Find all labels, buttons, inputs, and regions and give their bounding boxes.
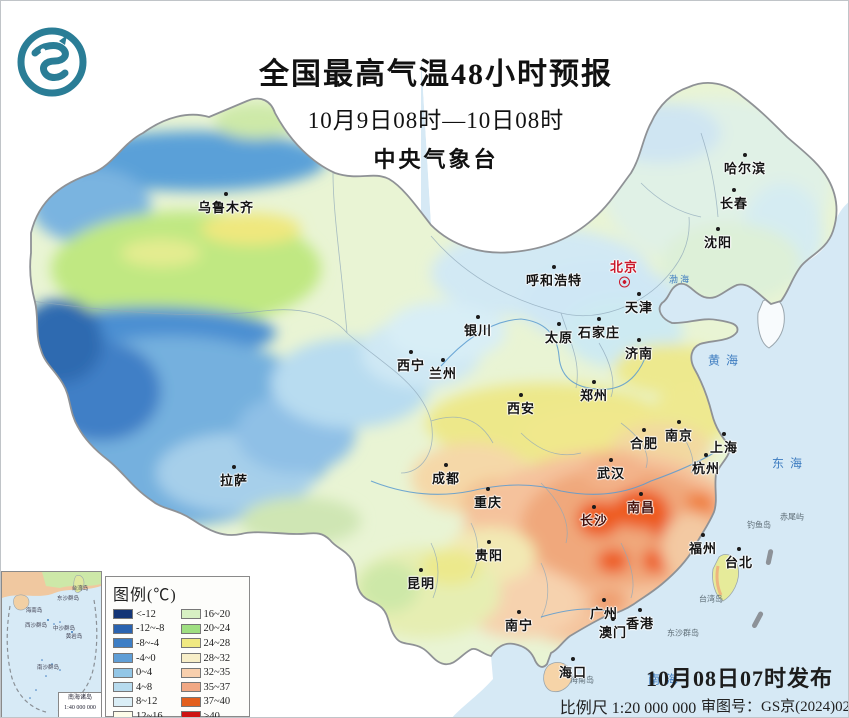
island-label: 钓鱼岛	[747, 520, 771, 530]
island-label: 东沙群岛	[667, 628, 699, 638]
legend-swatch	[180, 623, 201, 634]
south-china-sea-inset-map: 台湾岛 东沙群岛 海南岛 西沙群岛 中沙群岛 黄岩岛 南沙群岛 南海诸岛 1:4…	[1, 571, 102, 717]
island-label: 赤尾屿	[780, 512, 804, 522]
ryukyu-islet	[765, 549, 774, 565]
legend-swatch	[180, 682, 201, 693]
legend-range-label: 32~35	[203, 667, 231, 679]
rivers	[370, 318, 718, 618]
legend-range-label: >40	[203, 710, 220, 718]
legend-row: -4~0	[113, 651, 177, 666]
map-header: 全国最高气温48小时预报 10月9日08时—10日08时 中央气象台	[259, 49, 613, 174]
legend-swatch	[113, 682, 133, 693]
legend-swatch	[113, 623, 133, 634]
legend-swatch	[113, 638, 133, 649]
legend-range-label: <-12	[136, 608, 156, 620]
hainan-island	[543, 662, 573, 693]
legend-swatch	[113, 667, 133, 678]
issuing-agency: 中央气象台	[373, 147, 499, 172]
legend-swatch	[113, 696, 133, 707]
legend-range-label: 37~40	[203, 696, 231, 708]
map-approval-number: 审图号：GS京(2024)0236号	[701, 699, 849, 715]
legend-row: -12~-8	[113, 622, 177, 637]
legend-row: >40	[180, 709, 245, 718]
legend-range-label: 12~16	[136, 710, 163, 718]
national-border	[29, 82, 838, 668]
legend-row: 37~40	[180, 695, 245, 710]
inset-island-label: 黄岩岛	[65, 634, 83, 640]
legend-row: 4~8	[113, 680, 177, 695]
inset-island-label: 西沙群岛	[24, 623, 48, 629]
legend-range-label: 4~8	[136, 681, 153, 693]
legend-row: 12~16	[113, 709, 177, 718]
legend-row: 32~35	[180, 665, 245, 680]
inset-island-label: 南沙群岛	[36, 665, 60, 671]
legend-range-label: -4~0	[136, 652, 156, 664]
legend-row: 16~20	[180, 607, 245, 622]
legend-swatch	[180, 638, 201, 649]
legend-row: 24~28	[180, 636, 245, 651]
temperature-legend: 图例(℃) <-12 -12~-8 -8~-4	[105, 576, 250, 717]
island-label: 台湾岛	[699, 594, 723, 604]
inset-island-label: 台湾岛	[71, 586, 89, 592]
island-label: 海南岛	[570, 675, 594, 685]
legend-range-label: 35~37	[203, 681, 231, 693]
page-title: 全国最高气温48小时预报	[259, 58, 613, 91]
inset-island-label: 东沙群岛	[56, 596, 80, 602]
cma-dragon-logo	[17, 27, 87, 97]
legend-swatch	[180, 696, 201, 707]
land-mongolia	[421, 56, 761, 253]
inset-island-label: 海南岛	[25, 608, 43, 614]
legend-range-label: 20~24	[203, 623, 231, 635]
legend-row: 20~24	[180, 622, 245, 637]
province-borders	[30, 132, 719, 619]
legend-swatch	[113, 711, 133, 717]
legend-column-right: 16~20 20~24 24~28 28~32	[180, 607, 245, 718]
legend-range-label: -8~-4	[136, 637, 160, 649]
legend-swatch	[113, 653, 133, 664]
legend-title: 图例(℃)	[113, 587, 177, 604]
release-time: 10月08日07时发布	[646, 666, 834, 691]
legend-row: 0~4	[113, 665, 177, 680]
legend-range-label: 8~12	[136, 696, 158, 708]
legend-swatch	[180, 667, 201, 678]
legend-range-label: 16~20	[203, 608, 231, 620]
inset-title: 南海诸岛	[67, 695, 92, 701]
sea-label: 黄 海	[707, 353, 739, 368]
legend-row: 28~32	[180, 651, 245, 666]
legend-range-label: 24~28	[203, 637, 231, 649]
legend-swatch	[113, 609, 133, 620]
legend-swatch	[180, 711, 201, 717]
legend-row: -8~-4	[113, 636, 177, 651]
sea-label: 东 海	[771, 456, 803, 471]
legend-range-label: -12~-8	[136, 623, 165, 635]
land-southwest-outside	[251, 531, 493, 717]
legend-swatch	[180, 609, 201, 620]
sea-label: 渤 海	[668, 274, 690, 285]
ryukyu-islet-2	[752, 611, 764, 629]
legend-row: <-12	[113, 607, 177, 622]
inset-scale: 1:40 000 000	[64, 705, 96, 712]
legend-range-label: 28~32	[203, 652, 231, 664]
legend-column-left: <-12 -12~-8 -8~-4 -4~0	[113, 607, 177, 718]
sea-label: 南 海	[647, 672, 679, 687]
forecast-period: 10月9日08时—10日08时	[307, 108, 565, 133]
map-scale: 比例尺 1:20 000 000	[559, 700, 697, 717]
legend-row: 35~37	[180, 680, 245, 695]
inset-island-label: 中沙群岛	[52, 626, 76, 632]
legend-swatch	[180, 653, 201, 664]
legend-row: 8~12	[113, 695, 177, 710]
inset-title-box: 南海诸岛 1:40 000 000	[58, 692, 102, 717]
legend-range-label: 0~4	[136, 667, 153, 679]
